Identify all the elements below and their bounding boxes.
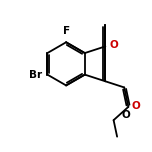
Text: O: O: [121, 110, 130, 120]
Text: O: O: [132, 101, 140, 111]
Text: F: F: [63, 26, 70, 36]
Text: O: O: [109, 40, 118, 50]
Text: Br: Br: [29, 70, 42, 80]
